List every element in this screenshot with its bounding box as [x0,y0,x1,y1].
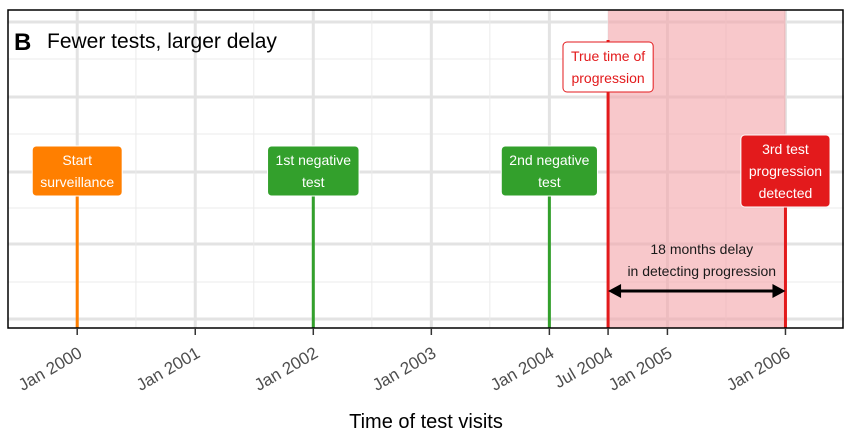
event-label-box [740,134,831,208]
delay-arrow-head-left [608,284,622,298]
event-label-text: test [538,174,561,190]
event-label-text: test [302,174,325,190]
x-tick-label: Jan 2006 [723,343,793,394]
delay-annotation-text: in detecting progression [627,263,776,279]
event-label-text: progression [749,163,822,179]
event-label-box [267,145,360,197]
event-label-text: True time of [571,48,645,64]
event-label-text: progression [571,70,644,86]
event-label-box [31,145,123,197]
panel-letter: B [14,29,31,56]
event-label-box [562,41,654,93]
event-label-text: Start [62,152,92,168]
delay-annotation-text: 18 months delay [650,241,753,257]
panel-border [7,9,844,329]
event-label-text: 3rd test [762,141,809,157]
x-axis-title: Time of test visits [349,411,503,433]
x-tick-label: Jan 2002 [251,343,321,394]
x-tick-label: Jan 2003 [369,343,439,394]
x-axis: Jan 2000 Jan 2001 Jan 2002 Jan 2003 Jan 2004… [15,328,793,395]
event-label-text: 2nd negative [509,152,589,168]
chart-title: Fewer tests, larger delay [47,30,277,53]
event-label: True time of progression [562,41,654,93]
x-tick-label: Jan 2000 [15,343,85,394]
x-tick-label: Jul 2004 [551,343,616,392]
event-label-text: detected [759,185,813,201]
delay-annotation: 18 months delay in detecting progression [608,241,786,298]
event-label: 3rd test progression detected [740,134,831,208]
event-label: 2nd negative test [500,145,598,197]
event-label-text: 1st negative [276,152,352,168]
x-tick-label: Jan 2001 [133,343,203,394]
x-tick-label: Jan 2005 [605,343,675,394]
event-label-box [500,145,598,197]
delay-arrow-head-right [772,284,786,298]
event-label: Start surveillance [31,145,123,197]
event-label: 1st negative test [267,145,360,197]
x-tick-label: Jan 2004 [487,343,557,394]
event-label-text: surveillance [40,174,114,190]
